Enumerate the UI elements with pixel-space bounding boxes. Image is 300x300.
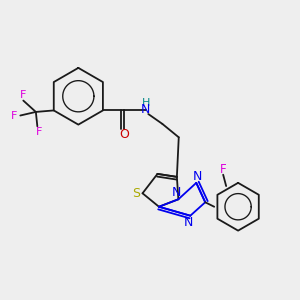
Text: F: F [20,90,26,100]
Text: N: N [172,186,182,199]
Text: H: H [142,98,150,108]
Text: N: N [141,103,151,116]
Text: F: F [11,110,17,121]
Text: S: S [132,187,140,200]
Text: F: F [36,127,42,136]
Text: F: F [220,163,226,176]
Text: O: O [119,128,129,141]
Text: N: N [184,216,194,229]
Text: N: N [193,170,203,183]
